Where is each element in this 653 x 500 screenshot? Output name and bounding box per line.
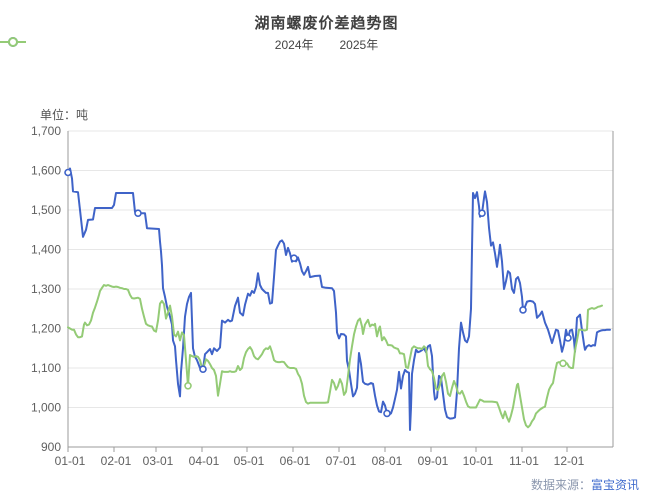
y-tick-label: 1,100 bbox=[31, 361, 61, 375]
x-tick-label: 03-01 bbox=[143, 454, 174, 468]
legend-marker-2025-icon bbox=[0, 37, 26, 47]
y-tick-label: 1,600 bbox=[31, 164, 61, 178]
y-tick-label: 900 bbox=[41, 440, 61, 454]
x-tick-label: 11-01 bbox=[509, 454, 539, 468]
y-tick-label: 1,500 bbox=[31, 203, 61, 217]
y-tick-label: 1,400 bbox=[31, 243, 61, 257]
data-source: 数据来源：富宝资讯 bbox=[531, 476, 639, 493]
x-tick-label: 12-01 bbox=[554, 454, 585, 468]
series-marker bbox=[478, 209, 486, 217]
x-tick-label: 05-01 bbox=[234, 454, 265, 468]
chart-title: 湖南螺废价差趋势图 bbox=[254, 15, 399, 32]
series-marker bbox=[199, 365, 207, 374]
legend: 2024年 2025年 bbox=[0, 36, 653, 53]
y-tick-label: 1,300 bbox=[31, 282, 61, 296]
x-tick-label: 08-01 bbox=[372, 454, 403, 468]
x-tick-label: 02-01 bbox=[101, 454, 132, 468]
series-line-2025年 bbox=[67, 284, 603, 429]
series-marker bbox=[134, 209, 142, 217]
series-line-2024年 bbox=[67, 167, 611, 431]
y-tick-label: 1,000 bbox=[31, 401, 61, 415]
legend-label-2025: 2025年 bbox=[339, 38, 379, 52]
series-marker bbox=[519, 306, 527, 314]
legend-label-2024: 2024年 bbox=[274, 38, 314, 52]
series-marker bbox=[64, 168, 72, 177]
x-tick-label: 10-01 bbox=[463, 454, 494, 468]
y-tick-label: 1,700 bbox=[31, 124, 61, 138]
unit-label: 单位：吨 bbox=[40, 108, 89, 122]
x-tick-label: 04-01 bbox=[189, 454, 220, 468]
y-tick-label: 1,200 bbox=[31, 322, 61, 336]
x-tick-label: 09-01 bbox=[418, 454, 449, 468]
series-marker bbox=[184, 381, 192, 390]
x-tick-label: 07-01 bbox=[326, 454, 357, 468]
data-source-prefix: 数据来源： bbox=[530, 478, 591, 492]
series-marker bbox=[559, 359, 567, 368]
series-marker bbox=[290, 254, 298, 263]
legend-item-2025[interactable]: 2025年 bbox=[0, 36, 379, 53]
x-tick-label: 06-01 bbox=[280, 454, 311, 468]
x-tick-label: 01-01 bbox=[55, 454, 86, 468]
data-source-link[interactable]: 富宝资讯 bbox=[590, 478, 639, 492]
series-marker bbox=[564, 334, 572, 342]
series-marker bbox=[383, 409, 391, 418]
